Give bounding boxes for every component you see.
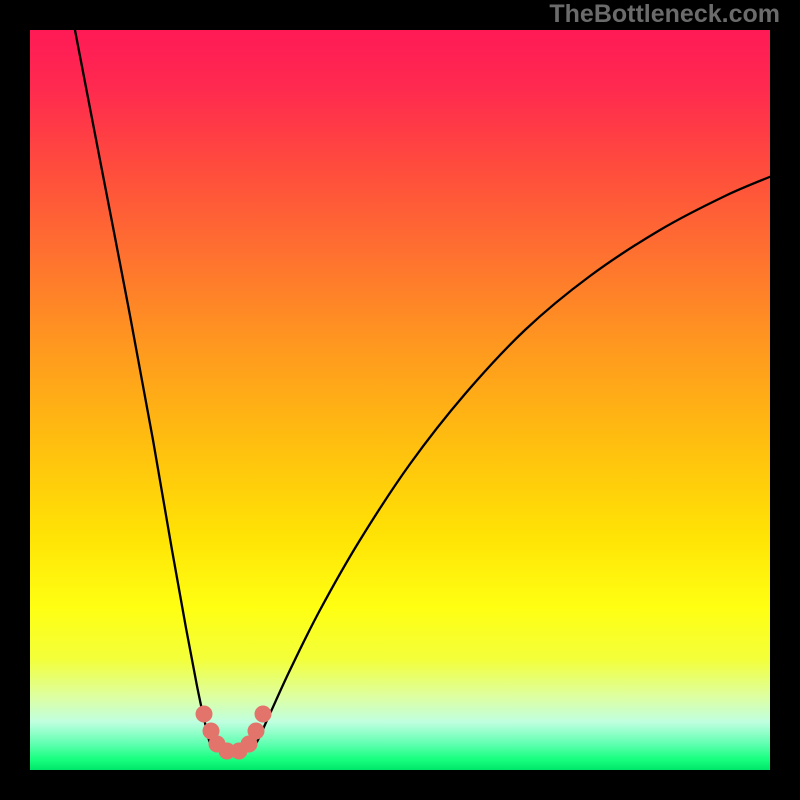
curve-layer — [0, 0, 800, 800]
watermark-text: TheBottleneck.com — [549, 0, 780, 29]
bottleneck-curve — [74, 25, 772, 751]
chart-canvas: TheBottleneck.com — [0, 0, 800, 800]
valley-marker — [196, 706, 213, 723]
valley-marker — [248, 723, 265, 740]
valley-marker — [255, 706, 272, 723]
